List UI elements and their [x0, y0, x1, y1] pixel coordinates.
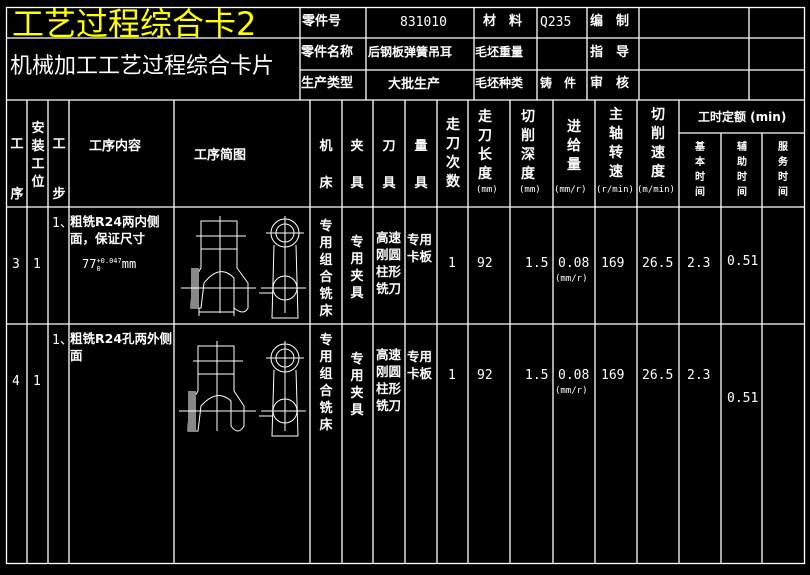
- hdr-time: 工时定额 (min): [698, 110, 787, 124]
- row-basic: 2.3: [687, 368, 711, 383]
- hdr-feed-unit: (mm/r): [554, 185, 587, 195]
- prod-type-value: 大批生产: [388, 77, 441, 92]
- row-station: 1: [33, 374, 41, 389]
- row-passes: 1: [448, 368, 456, 383]
- hdr-tool: 刀具: [382, 139, 396, 191]
- hdr-depth: 切削深度: [521, 109, 535, 182]
- compile-label: 编 制: [590, 14, 630, 29]
- row-op: 3: [12, 257, 20, 272]
- dim-value: 77: [82, 257, 97, 271]
- row-speed: 169: [601, 256, 625, 271]
- hdr-sketch: 工序简图: [194, 148, 247, 163]
- row-fixture: 专用夹具: [350, 235, 364, 301]
- hdr-length: 走刀长度: [478, 109, 492, 182]
- row-content: 粗铣R24孔两外侧面: [70, 331, 173, 363]
- hdr-gauge: 量具: [414, 139, 428, 191]
- hdr-length-unit: (mm): [476, 185, 498, 195]
- row-gauge: 专用卡板: [407, 232, 433, 264]
- card-title: 工艺过程综合卡2: [12, 5, 257, 43]
- row-op: 4: [12, 374, 20, 389]
- part-no-label: 零件号: [302, 14, 342, 29]
- row-feed: 0.08: [558, 256, 590, 271]
- part-name-value: 后钢板弹簧吊耳: [368, 45, 453, 59]
- row-cut-speed: 26.5: [642, 256, 674, 271]
- row-basic: 2.3: [687, 256, 711, 271]
- hdr-service: 服务时间: [778, 142, 788, 198]
- row-length: 92: [477, 256, 493, 271]
- row-depth: 1.5: [525, 256, 549, 271]
- hdr-basic: 基本时间: [695, 142, 705, 198]
- row-cut-speed: 26.5: [642, 368, 674, 383]
- row-machine: 专用组合铣床: [319, 333, 333, 433]
- guide-label: 指 导: [590, 45, 630, 60]
- row-passes: 1: [448, 256, 456, 271]
- hdr-fixture: 夹具: [350, 139, 364, 191]
- row-aux: 0.51: [727, 391, 759, 406]
- hdr-passes: 走刀次数: [446, 117, 460, 190]
- card-subtitle: 机械加工工艺过程综合卡片: [10, 54, 275, 79]
- row-speed: 169: [601, 368, 625, 383]
- row-aux: 0.51: [727, 254, 759, 269]
- hdr-speed-unit: (r/min): [596, 185, 634, 195]
- row-fixture: 专用夹具: [350, 352, 364, 418]
- hdr-aux: 辅助时间: [737, 142, 747, 198]
- row-step: 1、: [52, 216, 73, 231]
- hdr-cut-speed: 切削速度: [651, 107, 665, 180]
- row-content: 粗铣R24两内侧面，保证尺寸: [70, 214, 160, 246]
- hdr-depth-unit: (mm): [519, 185, 541, 195]
- blank-weight-label: 毛坯重量: [475, 45, 524, 59]
- row-feed-unit: (mm/r): [555, 274, 588, 284]
- prod-type-label: 生产类型: [301, 76, 354, 91]
- hdr-cut-speed-unit: (m/min): [637, 185, 675, 195]
- hdr-feed: 进给量: [567, 119, 581, 173]
- row-tool: 高速刚圆柱形铣刀: [376, 347, 402, 413]
- row-dimension: 77 +0.047 0 mm: [82, 257, 136, 273]
- row-depth: 1.5: [525, 368, 549, 383]
- blank-type-value: 铸 件: [540, 76, 577, 90]
- row-length: 92: [477, 368, 493, 383]
- hdr-op: 工序: [10, 137, 24, 202]
- row-machine: 专用组合铣床: [319, 219, 333, 319]
- blank-type-label: 毛坯种类: [475, 76, 524, 90]
- hdr-content: 工序内容: [89, 139, 142, 154]
- hdr-station: 安装工位: [31, 121, 45, 190]
- operation-sketch-3: [181, 216, 306, 319]
- dim-unit: mm: [121, 257, 137, 271]
- row-step: 1、: [52, 333, 73, 348]
- part-no-value: 831010: [400, 15, 447, 30]
- material-label: 材 料: [483, 14, 523, 29]
- row-feed-unit: (mm/r): [555, 386, 588, 396]
- dim-tol-lower: 0: [96, 265, 101, 273]
- hdr-machine: 机床: [319, 139, 333, 191]
- row-feed: 0.08: [558, 368, 590, 383]
- row-tool: 高速刚圆柱形铣刀: [376, 230, 402, 296]
- row-station: 1: [33, 257, 41, 272]
- review-label: 审 核: [590, 76, 630, 91]
- operation-sketch-4: [179, 341, 306, 437]
- material-value: Q235: [540, 15, 572, 30]
- hdr-speed: 主轴转速: [609, 107, 623, 180]
- dim-tol-upper: +0.047: [96, 257, 122, 265]
- hdr-step: 工步: [52, 137, 66, 202]
- part-name-label: 零件名称: [301, 45, 354, 60]
- row-gauge: 专用卡板: [407, 349, 433, 381]
